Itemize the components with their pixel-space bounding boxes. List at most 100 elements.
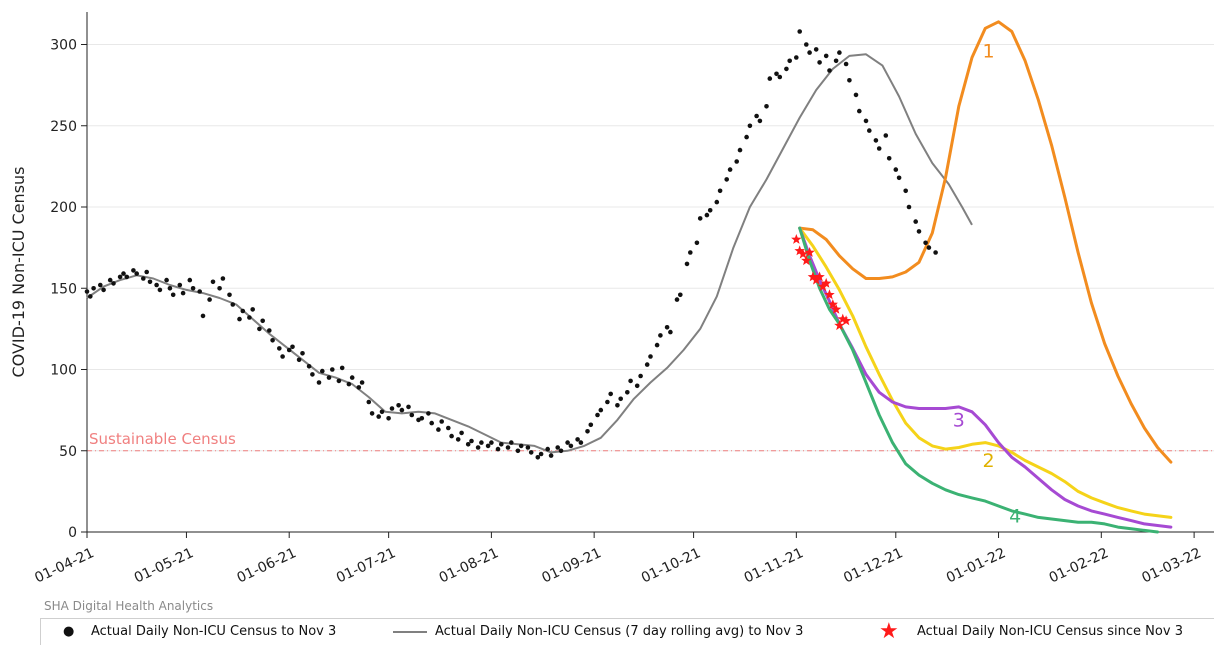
actual-daily-point (111, 281, 116, 286)
actual-daily-point (379, 409, 385, 415)
actual-daily-point (240, 308, 246, 314)
gridlines (87, 44, 1214, 452)
x-tick-label: 01-10-21 (639, 545, 703, 586)
actual-daily-point (777, 74, 783, 80)
actual-daily-point (406, 404, 411, 410)
actual-daily-point (101, 287, 106, 293)
actual-daily-point (747, 123, 753, 129)
actual-daily-point (638, 373, 643, 379)
x-tick-label: 01-03-22 (1139, 545, 1203, 586)
actual-daily-point (697, 216, 703, 221)
actual-daily-point (396, 403, 401, 408)
actual-daily-point (528, 450, 534, 455)
actual-daily-point (678, 292, 683, 298)
actual-daily-point (618, 396, 623, 402)
actual-daily-point (446, 425, 451, 431)
legend-item-actual-daily: ● Actual Daily Non-ICU Census to Nov 3 (63, 624, 336, 639)
actual-daily-point (906, 204, 912, 210)
actual-daily-point (833, 58, 839, 64)
actual-since-nov3-star (804, 247, 815, 257)
actual-daily-point (489, 440, 494, 445)
actual-daily-point (558, 448, 564, 454)
actual-daily-point (170, 292, 176, 298)
actual-since-nov3-star (811, 274, 822, 285)
actual-daily-point (187, 277, 193, 283)
actual-daily-point (734, 159, 739, 164)
actual-daily-point (250, 307, 255, 312)
actual-daily-point (727, 167, 733, 172)
actual-daily-point (121, 271, 126, 276)
actual-daily-point (525, 445, 531, 450)
actual-daily-point (260, 318, 266, 324)
actual-daily-point (568, 443, 574, 449)
x-tick-label: 01-01-22 (944, 545, 1008, 586)
actual-daily-point (509, 440, 514, 445)
legend-item-since-nov3: ★ Actual Daily Non-ICU Census since Nov … (879, 619, 1183, 644)
y-tick-label: 50 (59, 444, 77, 460)
actual-daily-point (548, 453, 554, 458)
y-tick-label: 300 (50, 38, 77, 54)
star-marker-icon: ★ (879, 619, 899, 644)
x-tick-label: 01-11-21 (742, 545, 806, 586)
actual-daily-point (310, 372, 315, 377)
actual-daily-point (316, 380, 322, 385)
actual-daily-point (827, 68, 832, 73)
x-tick-label: 01-09-21 (539, 545, 603, 586)
legend-item-rolling-avg: Actual Daily Non-ICU Census (7 day rolli… (393, 624, 803, 639)
actual-daily-point (326, 375, 332, 380)
actual-daily-point (707, 208, 713, 213)
actual-daily-point (704, 212, 710, 218)
actual-daily-point (863, 118, 869, 124)
actual-daily-point (359, 380, 365, 385)
actual-daily-point (575, 437, 580, 442)
legend-label-actual-daily: Actual Daily Non-ICU Census to Nov 3 (91, 624, 337, 639)
actual-since-nov3-star (807, 271, 819, 282)
scenario-2-line (798, 226, 1173, 519)
actual-daily-point (280, 354, 285, 359)
actual-since-nov3-star (794, 245, 805, 256)
actual-daily-point (644, 362, 650, 367)
actual-since-nov3-star (824, 289, 835, 300)
actual-daily-point (277, 346, 282, 351)
actual-since-nov3-star (797, 248, 809, 259)
actual-daily-point (144, 269, 149, 275)
actual-since-nov3-star (820, 277, 832, 288)
actual-daily-point (717, 188, 723, 194)
actual-daily-point (475, 445, 481, 450)
x-tick-label: 01-05-21 (132, 545, 196, 586)
y-tick-label: 150 (50, 281, 77, 297)
rolling-avg-line (86, 53, 973, 454)
actual-daily-point (754, 113, 759, 119)
actual-daily-point (847, 78, 852, 83)
actual-daily-point (227, 292, 232, 298)
actual-daily-point (409, 412, 415, 418)
y-tick-label: 100 (50, 363, 77, 379)
actual-daily-point (117, 274, 123, 280)
actual-daily-point (200, 313, 206, 319)
actual-daily-point (190, 286, 196, 291)
actual-daily-point (230, 302, 236, 307)
actual-daily-point (505, 445, 511, 450)
actual-daily-point (933, 250, 938, 255)
actual-daily-point (876, 146, 882, 151)
actual-daily-point (794, 55, 799, 60)
actual-daily-point (555, 445, 560, 450)
actual-daily-point (479, 440, 484, 445)
actual-daily-point (267, 328, 272, 333)
actual-daily-point (797, 29, 802, 34)
actual-daily-point (923, 240, 928, 246)
scenario-1-line (798, 20, 1173, 464)
actual-daily-point (339, 365, 345, 371)
actual-daily-point (157, 287, 163, 293)
x-tick-label: 01-02-22 (1047, 545, 1111, 586)
actual-daily-point (124, 274, 130, 280)
actual-daily-point (369, 411, 375, 416)
actual-daily-point (366, 399, 372, 405)
actual-daily-point (131, 268, 136, 273)
actual-daily-point (668, 329, 673, 335)
actual-daily-point (399, 407, 405, 413)
actual-daily-point (823, 53, 829, 59)
actual-daily-point (270, 338, 275, 343)
actual-daily-point (336, 378, 342, 384)
actual-daily-point (843, 61, 849, 67)
